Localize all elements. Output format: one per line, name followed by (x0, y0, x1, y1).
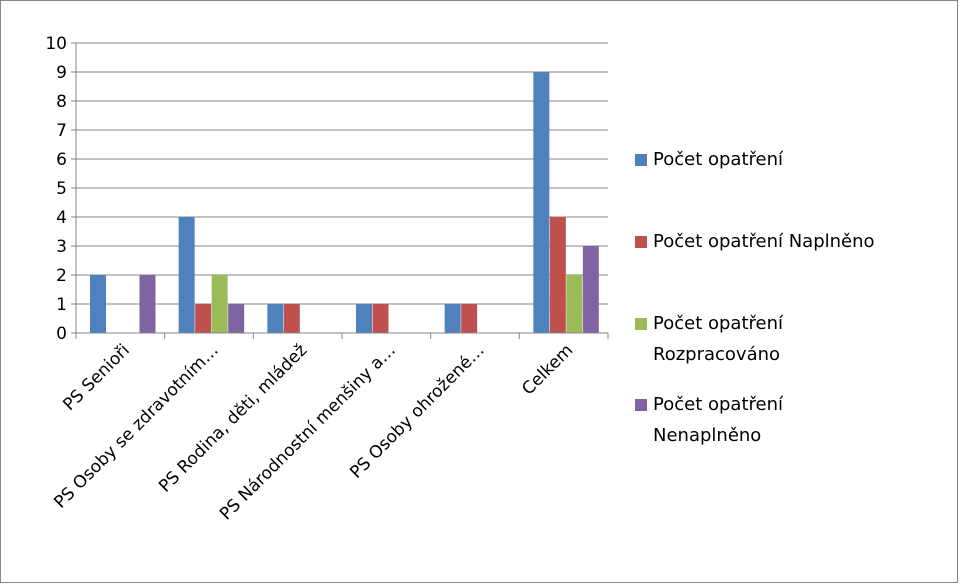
y-tick-label: 1 (56, 295, 67, 315)
bar (550, 217, 566, 333)
gridlines (76, 43, 608, 304)
legend-swatch (635, 154, 647, 166)
legend-item: Počet opatření (635, 149, 784, 170)
bar (445, 304, 461, 333)
legend-label: Počet opatření (653, 149, 784, 170)
bar (583, 246, 599, 333)
bar (179, 217, 195, 333)
y-tick-label: 3 (56, 237, 67, 257)
x-tick-label: PS Osoby se zdravotním… (50, 340, 222, 512)
bar (533, 72, 549, 333)
bars (90, 72, 599, 333)
x-tick-label: PS Senioři (59, 340, 133, 414)
x-tick-label: Celkem (518, 340, 577, 399)
y-tick-label: 8 (56, 92, 67, 112)
bar (90, 275, 106, 333)
bar (566, 275, 582, 333)
bar (267, 304, 283, 333)
legend-item: Počet opatření Naplněno (635, 231, 875, 252)
y-tick-label: 0 (56, 324, 67, 344)
y-tick-label: 5 (56, 179, 67, 199)
y-tick-label: 2 (56, 266, 67, 286)
legend-item: Počet opatření Rozpracováno (635, 313, 784, 365)
y-tick-label: 9 (56, 63, 67, 83)
bar (228, 304, 244, 333)
bar (373, 304, 389, 333)
y-tick-label: 10 (45, 34, 67, 54)
y-tick-label: 7 (56, 121, 67, 141)
legend-label: Počet opatření Naplněno (653, 231, 875, 252)
x-tick-label: PS Národnostní menšiny a… (216, 340, 400, 524)
legend-swatch (635, 399, 647, 411)
legend-swatch (635, 318, 647, 330)
bar (461, 304, 477, 333)
y-tick-label: 6 (56, 150, 67, 170)
legend-label: Počet opatření Nenaplněno (653, 394, 784, 446)
bar (284, 304, 300, 333)
bar (195, 304, 211, 333)
x-tick-label: PS Rodina, děti, mládež (155, 340, 311, 496)
bar (212, 275, 228, 333)
legend-swatch (635, 236, 647, 248)
legend: Počet opatření Počet opatření Naplněno Poč… (635, 149, 875, 446)
bar (140, 275, 156, 333)
legend-item: Počet opatření Nenaplněno (635, 394, 784, 446)
legend-label: Počet opatření Rozpracováno (653, 313, 784, 365)
y-tick-label: 4 (56, 208, 67, 228)
y-axis: 0 1 2 3 4 5 6 7 8 9 10 (45, 34, 76, 344)
bar (356, 304, 372, 333)
